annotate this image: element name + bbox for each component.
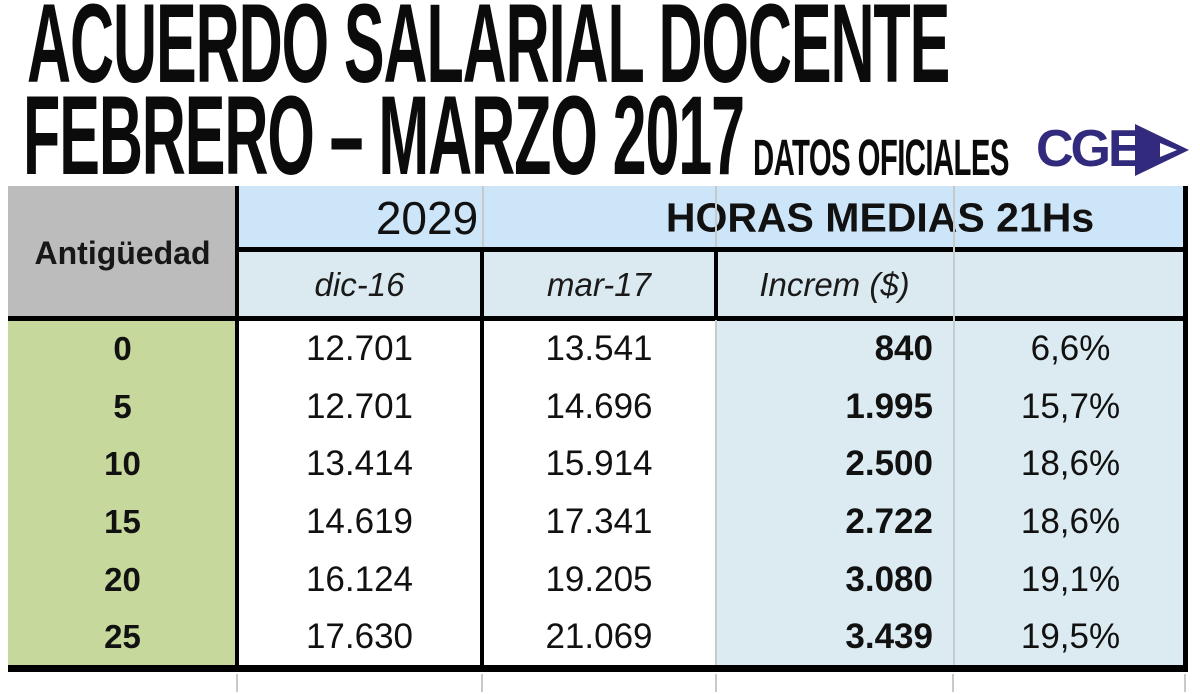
column-antiguedad: 0 5 10 15 20 25 [8, 320, 237, 666]
dic16-value: 17.630 [305, 617, 414, 657]
faint-gridline-2 [715, 186, 717, 247]
grid-line-right-edge [1183, 186, 1188, 666]
grid-line-vertical-2 [480, 247, 484, 666]
dic16-value: 12.701 [305, 386, 414, 426]
dic16-value: 14.619 [305, 501, 414, 541]
gridline-stub [715, 674, 717, 692]
increm-value: 2.722 [845, 501, 933, 541]
mar17-value: 17.341 [545, 501, 653, 541]
group-header-band: 2029 HORAS MEDIAS 21Hs [237, 186, 1188, 250]
percent-value: 6,6% [1030, 328, 1111, 368]
faint-gridline-3 [715, 320, 717, 665]
antiguedad-value: 15 [104, 502, 141, 540]
increm-value: 3.080 [845, 559, 933, 599]
mar17-value: 13.541 [545, 328, 653, 368]
title-line-2: FEBRERO – MARZO 2017 [23, 73, 745, 198]
antiguedad-value: 25 [104, 618, 141, 656]
antiguedad-value: 5 [113, 387, 132, 425]
gridline-stub [481, 674, 483, 692]
salary-table: Antigüedad 2029 HORAS MEDIAS 21Hs dic-16… [8, 186, 1188, 672]
increm-value: 1.995 [845, 386, 933, 426]
faint-gridline-1 [482, 186, 484, 247]
column-header-mar17: mar-17 [482, 250, 716, 320]
group-header-2029: 2029 [375, 192, 479, 244]
gridline-stub [1184, 674, 1186, 692]
dic16-value: 13.414 [305, 444, 414, 484]
percent-value: 18,6% [1020, 444, 1121, 484]
pencil-tip-icon [1160, 143, 1177, 157]
antiguedad-value: 10 [104, 445, 141, 483]
mar17-value: 21.069 [545, 617, 653, 657]
grid-line-bottom-edge [8, 665, 1188, 672]
percent-value: 19,1% [1020, 559, 1121, 599]
gridline-stub [952, 674, 954, 692]
grid-line-header-body [8, 316, 1188, 321]
mar17-value: 15.914 [545, 444, 653, 484]
dic16-value: 16.124 [305, 559, 414, 599]
faint-gridline-4 [953, 186, 955, 665]
percent-value: 15,7% [1020, 386, 1121, 426]
column-dic16: 12.701 12.701 13.414 14.619 16.124 17.63… [237, 320, 482, 666]
cge-logo: CGE [1036, 121, 1196, 183]
mar17-value: 19.205 [545, 559, 653, 599]
antiguedad-value: 20 [104, 560, 141, 598]
percent-value: 18,6% [1020, 501, 1121, 541]
increm-value: 840 [874, 328, 933, 368]
increm-value: 2.500 [845, 444, 933, 484]
title-line-1: ACUERDO SALARIAL DOCENTE [27, 0, 950, 106]
grid-line-header-split [237, 247, 1188, 252]
column-header-percent [953, 250, 1188, 320]
column-increm: 840 1.995 2.500 2.722 3.080 3.439 [716, 320, 953, 666]
corner-header-antiguedad: Antigüedad [8, 186, 237, 320]
column-percent: 6,6% 15,7% 18,6% 18,6% 19,1% 19,5% [953, 320, 1188, 666]
cge-logo-text: CGE [1036, 120, 1143, 178]
subtitle-datos-oficiales: DATOS OFICIALES [753, 129, 1009, 186]
grid-line-vertical-1 [235, 186, 239, 666]
mar17-value: 14.696 [545, 386, 653, 426]
gridline-stub [236, 674, 238, 692]
column-mar17: 13.541 14.696 15.914 17.341 19.205 21.06… [482, 320, 716, 666]
dic16-value: 12.701 [305, 328, 414, 368]
group-header-horas-medias: HORAS MEDIAS 21Hs [665, 194, 1095, 241]
grid-line-vertical-3 [714, 247, 718, 320]
column-header-increm: Increm ($) [716, 250, 953, 320]
percent-value: 19,5% [1020, 617, 1121, 657]
increm-value: 3.439 [845, 617, 933, 657]
antiguedad-value: 0 [113, 329, 132, 367]
column-header-dic16: dic-16 [237, 250, 482, 320]
